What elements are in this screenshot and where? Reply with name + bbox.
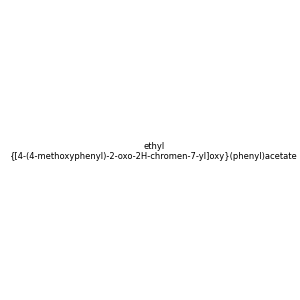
Text: ethyl {[4-(4-methoxyphenyl)-2-oxo-2H-chromen-7-yl]oxy}(phenyl)acetate: ethyl {[4-(4-methoxyphenyl)-2-oxo-2H-chr… [10, 142, 298, 161]
